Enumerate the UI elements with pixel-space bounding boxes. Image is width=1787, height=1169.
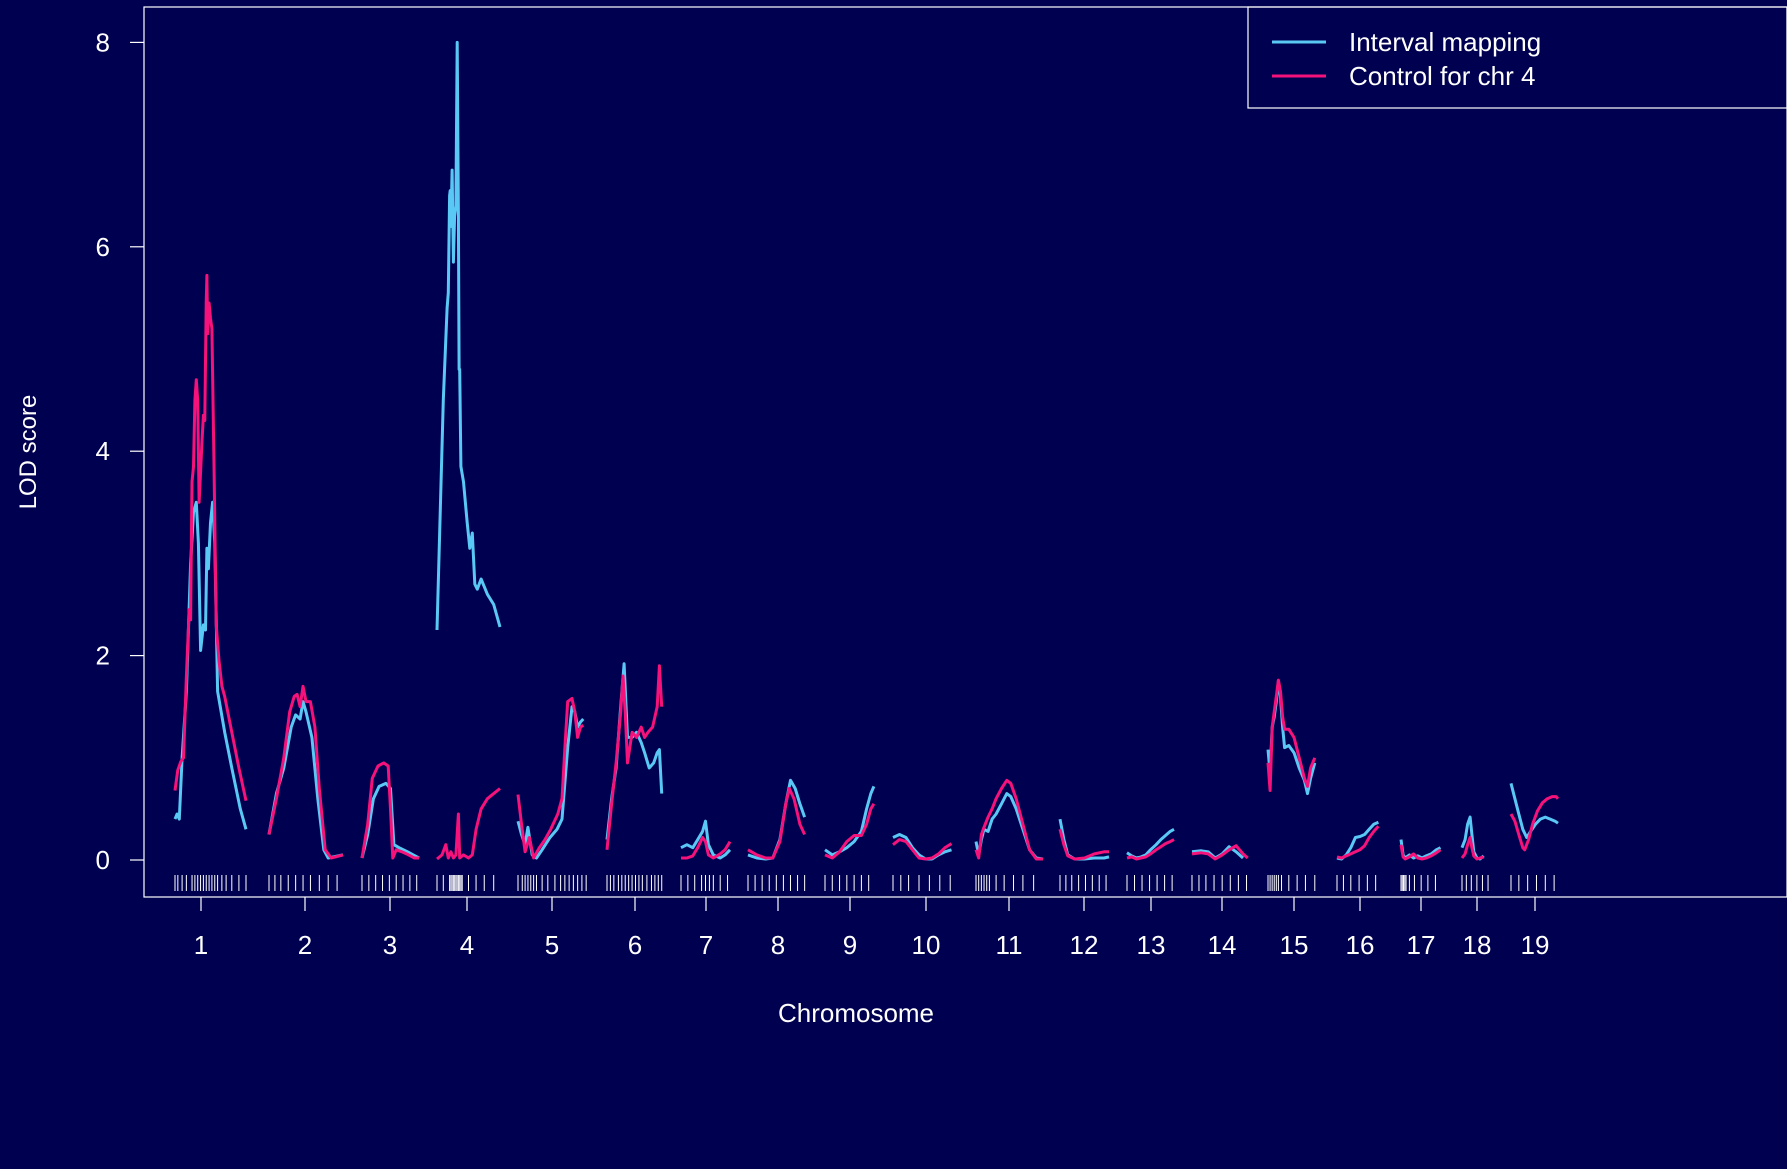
series-line-control-chr4-chr19 <box>1509 795 1560 852</box>
plot-frame <box>143 6 1787 898</box>
series-line-control-chr4-chr7 <box>681 836 732 860</box>
legend: Interval mapping Control for chr 4 <box>1247 6 1787 109</box>
series-line-control-chr4-chr11 <box>974 778 1043 861</box>
x-tick-label: 13 <box>1137 930 1166 960</box>
series-line-control-chr4-chr12 <box>1058 828 1109 861</box>
x-tick-label: 2 <box>298 930 312 960</box>
series-line-control-chr4-chr8 <box>747 787 806 860</box>
series-line-interval-mapping-chr9 <box>824 785 876 857</box>
x-tick-label: 8 <box>771 930 785 960</box>
series-line-control-chr4-chr16 <box>1336 825 1380 860</box>
legend-box <box>1247 6 1787 109</box>
series-layer <box>173 40 1560 861</box>
legend-label-control-chr4: Control for chr 4 <box>1349 61 1535 91</box>
x-tick-label: 3 <box>383 930 397 960</box>
x-tick-label: 11 <box>996 930 1023 960</box>
series-line-control-chr4-chr5 <box>516 697 585 860</box>
x-tick-label: 19 <box>1521 930 1550 960</box>
x-tick-label: 16 <box>1346 930 1375 960</box>
series-line-control-chr4-chr1 <box>173 273 248 802</box>
series-line-control-chr4-chr13 <box>1126 838 1175 861</box>
y-tick-label: 0 <box>96 845 110 875</box>
series-line-control-chr4-chr18 <box>1460 836 1485 861</box>
series-line-interval-mapping-chr10 <box>892 833 952 861</box>
x-tick-label: 12 <box>1070 930 1099 960</box>
y-tick-label: 8 <box>96 27 110 57</box>
y-tick-label: 6 <box>96 232 110 262</box>
x-tick-label: 18 <box>1463 930 1492 960</box>
x-tick-label: 5 <box>545 930 559 960</box>
x-axis-label: Chromosome <box>778 998 934 1028</box>
x-tick-label: 9 <box>843 930 857 960</box>
series-line-control-chr4-chr17 <box>1399 844 1442 861</box>
x-tick-label: 7 <box>699 930 713 960</box>
legend-label-interval-mapping: Interval mapping <box>1349 27 1541 57</box>
series-line-interval-mapping-chr4 <box>435 40 502 631</box>
x-tick-label: 6 <box>628 930 642 960</box>
x-tick-label: 10 <box>912 930 941 960</box>
series-line-control-chr4-chr6 <box>605 664 664 850</box>
x-tick-label: 4 <box>460 930 474 960</box>
y-axis-label: LOD score <box>15 395 42 510</box>
y-tick-label: 2 <box>96 641 110 671</box>
marker-rug <box>174 875 1555 891</box>
series-line-control-chr4-chr4 <box>436 787 501 861</box>
x-axis: 1 2 3 4 5 6 7 8 9 10 11 12 13 14 15 16 17 18 19 <box>194 897 1550 960</box>
series-line-control-chr4-chr2 <box>267 684 344 860</box>
x-tick-label: 15 <box>1280 930 1309 960</box>
series-line-interval-mapping-chr7 <box>680 819 732 860</box>
series-line-control-chr4-chr14 <box>1191 844 1249 861</box>
series-line-control-chr4-chr15 <box>1266 678 1317 792</box>
y-axis: 0 2 4 6 8 <box>96 27 144 875</box>
x-tick-label: 14 <box>1208 930 1237 960</box>
y-tick-label: 4 <box>96 436 110 466</box>
series-line-control-chr4-chr9 <box>824 803 876 860</box>
series-line-control-chr4-chr10 <box>892 838 953 861</box>
x-tick-label: 1 <box>194 930 208 960</box>
series-line-control-chr4-chr3 <box>360 761 419 860</box>
x-tick-label: 17 <box>1407 930 1436 960</box>
